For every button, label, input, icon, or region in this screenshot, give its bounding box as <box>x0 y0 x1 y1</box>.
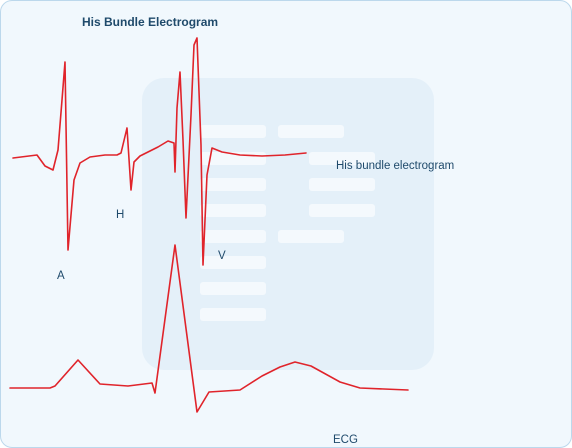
h-wave-label: H <box>116 209 124 221</box>
diagram-title: His Bundle Electrogram <box>82 15 218 29</box>
background-watermark <box>142 78 434 370</box>
his-trace-label: His bundle electrogram <box>336 160 454 172</box>
ecg-trace <box>9 244 409 413</box>
v-wave-label: V <box>218 250 226 262</box>
his-electrogram-trace <box>12 37 307 266</box>
a-wave-label: A <box>57 270 65 282</box>
ecg-label: ECG <box>333 434 358 446</box>
